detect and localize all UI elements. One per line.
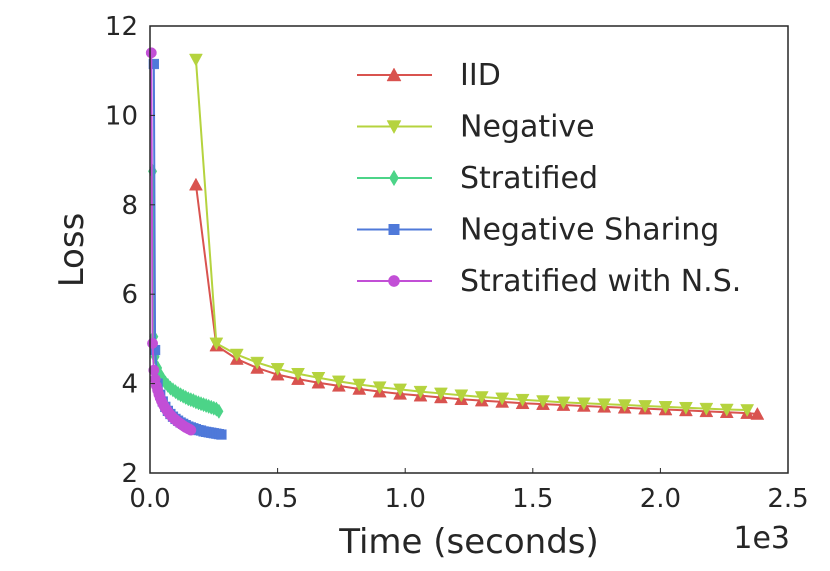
legend-item: Negative Sharing bbox=[357, 213, 719, 248]
legend-marker bbox=[388, 275, 400, 287]
x-tick-label: 0.0 bbox=[129, 484, 170, 514]
data-point bbox=[270, 363, 285, 376]
data-point bbox=[740, 404, 755, 417]
series-iid bbox=[189, 177, 765, 420]
legend-label: Negative Sharing bbox=[460, 213, 719, 248]
legend-marker bbox=[389, 169, 399, 187]
data-point bbox=[536, 395, 550, 409]
x-axis-label: Time (seconds) bbox=[338, 522, 599, 562]
legend-item: Stratified bbox=[357, 161, 598, 196]
data-point bbox=[229, 348, 244, 362]
legend-item: IID bbox=[357, 58, 501, 93]
data-point bbox=[617, 399, 632, 413]
data-point bbox=[658, 401, 673, 414]
data-point bbox=[638, 400, 653, 413]
data-point bbox=[679, 401, 693, 415]
legend-marker bbox=[386, 120, 402, 135]
legend-label: Negative bbox=[460, 110, 595, 145]
legend-marker bbox=[386, 67, 402, 82]
data-point bbox=[372, 381, 387, 395]
series-line bbox=[194, 59, 748, 411]
legend-label: IID bbox=[460, 58, 501, 93]
x-tick-label: 2.0 bbox=[640, 484, 681, 514]
x-tick-label: 0.5 bbox=[257, 484, 298, 514]
legend: IID Negative Stratified Negative Sharing Str… bbox=[357, 58, 741, 299]
data-point bbox=[413, 385, 428, 399]
y-tick-label: 4 bbox=[121, 370, 138, 400]
data-point bbox=[216, 429, 227, 440]
series-negative bbox=[189, 53, 755, 417]
data-point bbox=[209, 337, 224, 351]
tick-layer: 0.0 0.5 1.0 1.5 2.0 2.5 2 4 6 8 10 12 bbox=[105, 12, 809, 514]
plot-frame bbox=[149, 25, 789, 474]
data-point bbox=[474, 391, 489, 405]
data-point bbox=[515, 393, 530, 407]
y-tick-label: 12 bbox=[105, 12, 138, 42]
data-point bbox=[147, 337, 159, 349]
y-tick-label: 8 bbox=[121, 191, 138, 221]
data-point bbox=[454, 389, 469, 403]
data-point bbox=[250, 356, 265, 370]
data-point bbox=[597, 398, 612, 412]
data-point bbox=[185, 424, 197, 436]
legend-label: Stratified with N.S. bbox=[460, 264, 741, 299]
data-point bbox=[352, 378, 367, 392]
data-point bbox=[495, 392, 510, 406]
data-point bbox=[148, 58, 159, 70]
data-point bbox=[331, 375, 346, 389]
y-tick-label: 6 bbox=[121, 280, 138, 310]
data-point bbox=[189, 177, 203, 191]
y-axis-label: Loss bbox=[52, 213, 92, 288]
data-point bbox=[750, 406, 765, 420]
data-point bbox=[576, 397, 591, 411]
legend-item: Stratified with N.S. bbox=[357, 264, 741, 299]
data-point bbox=[556, 396, 571, 410]
data-point bbox=[145, 47, 157, 59]
x-offset-label: 1e3 bbox=[733, 521, 790, 556]
x-tick-label: 1.0 bbox=[385, 484, 426, 514]
data-point bbox=[719, 403, 734, 417]
x-tick-label: 2.5 bbox=[767, 484, 808, 514]
series-stratified-with-n-s- bbox=[145, 47, 197, 436]
legend-label: Stratified bbox=[460, 161, 598, 196]
data-point bbox=[434, 387, 448, 401]
data-point bbox=[311, 372, 326, 385]
legend-marker bbox=[388, 224, 400, 235]
data-point bbox=[699, 402, 714, 416]
y-tick-label: 10 bbox=[105, 101, 138, 131]
data-point bbox=[189, 53, 203, 67]
data-point bbox=[393, 383, 408, 397]
legend-item: Negative bbox=[357, 110, 595, 145]
data-point bbox=[214, 403, 224, 419]
x-tick-label: 1.5 bbox=[512, 484, 553, 514]
y-tick-label: 2 bbox=[121, 459, 138, 489]
data-point bbox=[291, 367, 305, 381]
series-layer bbox=[145, 47, 765, 440]
